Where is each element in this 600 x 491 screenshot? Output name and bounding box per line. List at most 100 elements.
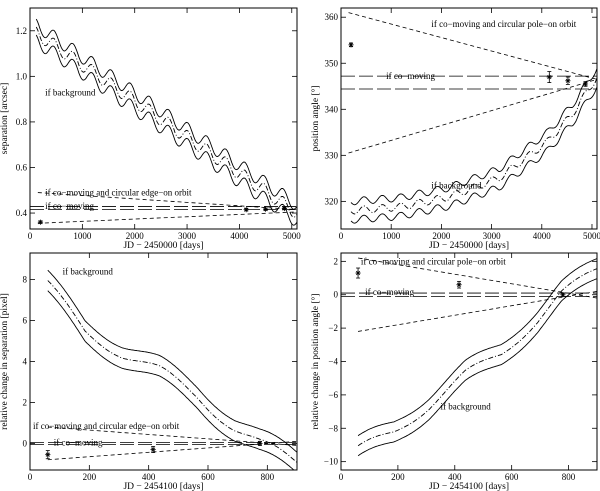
x-tick-label: 200: [391, 472, 405, 482]
y-tick-label: −2: [328, 323, 338, 333]
x-tick-label: 600: [505, 472, 519, 482]
data-point: [456, 280, 462, 289]
y-tick-label: 350: [325, 58, 339, 68]
y-tick-label: 1.0: [16, 71, 28, 81]
pole-on-orbit-bound: [358, 257, 597, 299]
y-tick-label: 2: [23, 397, 28, 407]
x-tick-label: 400: [142, 472, 156, 482]
y-tick-label: 0: [334, 290, 339, 300]
x-tick-label: 800: [261, 472, 275, 482]
data-point: [565, 76, 571, 85]
background-track-bound: [350, 86, 597, 224]
y-tick-label: 0.6: [16, 162, 28, 172]
y-axis-label: relative change in position angle [°]: [310, 294, 321, 430]
data-point: [262, 206, 269, 212]
x-tick-label: 5000: [283, 231, 302, 241]
x-tick-label: 2000: [126, 231, 145, 241]
x-tick-label: 3000: [483, 231, 502, 241]
panel-b: 0 1000 2000 3000 4000 5000 320 330 340 350 360 JD −…: [310, 7, 600, 251]
x-tick-label: 200: [83, 472, 97, 482]
background-track-center: [47, 280, 297, 463]
y-tick-label: 4: [23, 357, 28, 367]
chart-annotation: if co−moving and circular pole−on orbit: [361, 256, 506, 266]
background-track-bound: [47, 290, 295, 470]
x-tick-label: 0: [28, 231, 33, 241]
x-tick-label: 400: [448, 472, 462, 482]
chart-annotation: if co−moving: [45, 201, 94, 211]
x-tick-label: 1000: [382, 231, 401, 241]
chart-annotation: if co−moving and circular pole−on orbit: [431, 19, 576, 29]
x-tick-label: 0: [339, 472, 344, 482]
edge-on-orbit-bound: [37, 192, 297, 211]
data-point: [257, 440, 263, 446]
y-tick-label: 2: [334, 256, 339, 266]
background-track-bound: [47, 269, 297, 453]
panel-d: 0 200 400 600 800 −10 −8 −6 −4 −2 0 2 JD − 2454100 […: [310, 252, 598, 491]
plot-frame: [29, 7, 298, 230]
data-point: [45, 450, 51, 460]
x-tick-label: 600: [201, 472, 215, 482]
edge-on-orbit-bound: [37, 211, 297, 224]
plot-area: [341, 257, 597, 457]
x-tick-label: 5000: [583, 231, 600, 241]
data-point: [37, 219, 44, 225]
chart-annotation: if co−moving: [54, 437, 103, 447]
data-point: [560, 292, 566, 298]
chart-annotation: if co−moving: [386, 71, 435, 81]
x-tick-label: 3000: [178, 231, 197, 241]
y-tick-label: 0: [23, 438, 28, 448]
background-track-center: [350, 77, 597, 215]
x-tick-label: 800: [562, 472, 576, 482]
y-tick-label: −4: [328, 357, 338, 367]
y-tick-label: 360: [325, 12, 339, 22]
y-axis-label: relative change in separation [pixel]: [0, 293, 10, 430]
data-point: [243, 207, 249, 213]
data-point: [150, 446, 156, 453]
chart-annotation: if co−moving: [365, 287, 414, 297]
y-axis-label: separation [arcsec]: [0, 83, 10, 154]
y-tick-label: 6: [23, 316, 28, 326]
panel-c: 0 200 400 600 800 0 2 4 6 8 JD − 2454100 [days] rel…: [0, 252, 298, 491]
chart-annotation: if background: [431, 180, 482, 190]
chart-annotation: if co−moving and circular edge−on orbit: [33, 421, 180, 431]
x-tick-label: 0: [339, 231, 344, 241]
y-tick-label: 1.2: [16, 26, 27, 36]
background-track-bound: [357, 258, 597, 437]
chart-annotation: if co−moving and circular edge−on orbit: [45, 188, 192, 198]
data-point: [281, 205, 288, 212]
pole-on-orbit-bound: [348, 12, 597, 80]
x-tick-label: 4000: [533, 231, 552, 241]
y-tick-label: 340: [325, 104, 339, 114]
chart-annotation: if background: [63, 266, 114, 276]
x-axis-label: JD − 2454100 [days]: [123, 482, 203, 491]
x-tick-label: 1000: [73, 231, 92, 241]
plot-frame: [340, 252, 598, 471]
data-point: [546, 71, 552, 83]
background-track-bound: [35, 18, 297, 210]
background-track-center: [35, 26, 297, 218]
y-tick-label: −10: [324, 457, 339, 467]
background-track-bound: [350, 68, 597, 206]
data-point: [355, 267, 361, 279]
pole-on-orbit-bound: [358, 290, 597, 332]
plot-frame: [340, 7, 598, 230]
x-axis-label: JD − 2454100 [days]: [429, 482, 509, 491]
y-tick-label: −6: [328, 390, 338, 400]
y-tick-label: 8: [23, 275, 28, 285]
x-tick-label: 0: [28, 472, 33, 482]
background-track-bound: [35, 34, 297, 226]
data-point: [582, 81, 589, 87]
panel-a: 0 1000 2000 3000 4000 5000 0.4 0.6 0.8 1.0 1.2 JD −…: [0, 7, 302, 251]
x-tick-label: 2000: [432, 231, 451, 241]
chart-annotation: if background: [45, 87, 96, 97]
y-axis-label: position angle [°]: [310, 85, 321, 151]
background-track-bound: [357, 278, 597, 457]
pole-on-orbit-bound: [348, 78, 597, 154]
x-axis-label: JD − 2450000 [days]: [429, 241, 509, 251]
chart-annotation: if background: [441, 402, 492, 412]
y-tick-label: −8: [328, 423, 338, 433]
y-tick-label: 330: [325, 150, 339, 160]
plot-area: [30, 18, 297, 226]
data-point: [348, 42, 354, 48]
